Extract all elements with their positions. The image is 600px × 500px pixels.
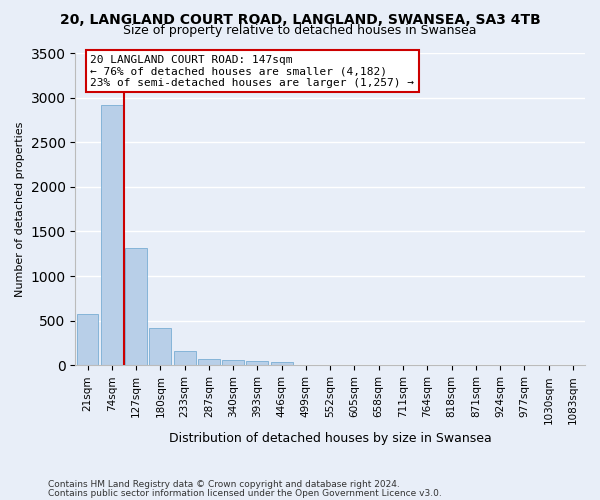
Text: 20, LANGLAND COURT ROAD, LANGLAND, SWANSEA, SA3 4TB: 20, LANGLAND COURT ROAD, LANGLAND, SWANS… [59,12,541,26]
Bar [198,358,220,366]
Bar [149,328,171,366]
Bar [125,248,147,366]
Bar [271,362,293,366]
Bar [247,362,268,366]
Bar [77,314,98,366]
Text: Contains HM Land Registry data © Crown copyright and database right 2024.: Contains HM Land Registry data © Crown c… [48,480,400,489]
X-axis label: Distribution of detached houses by size in Swansea: Distribution of detached houses by size … [169,432,491,445]
Bar [222,360,244,366]
Bar [173,351,196,366]
Text: Contains public sector information licensed under the Open Government Licence v3: Contains public sector information licen… [48,488,442,498]
Text: 20 LANGLAND COURT ROAD: 147sqm
← 76% of detached houses are smaller (4,182)
23% : 20 LANGLAND COURT ROAD: 147sqm ← 76% of … [91,55,415,88]
Text: Size of property relative to detached houses in Swansea: Size of property relative to detached ho… [123,24,477,37]
Y-axis label: Number of detached properties: Number of detached properties [15,122,25,297]
Bar [101,105,123,366]
